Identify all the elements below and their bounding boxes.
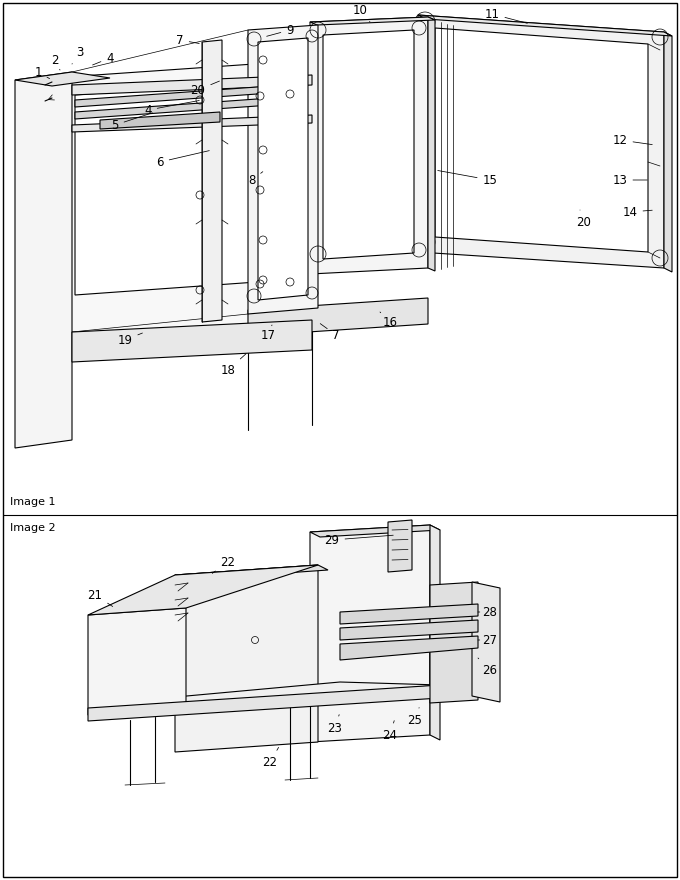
Polygon shape: [388, 520, 412, 572]
Polygon shape: [323, 30, 414, 259]
Polygon shape: [175, 565, 328, 580]
Text: 2: 2: [51, 54, 60, 70]
Polygon shape: [418, 15, 664, 268]
Text: 25: 25: [407, 708, 422, 727]
Polygon shape: [88, 565, 318, 615]
Text: 16: 16: [380, 312, 398, 328]
Polygon shape: [664, 32, 672, 272]
Polygon shape: [88, 682, 440, 708]
Text: Image 1: Image 1: [10, 497, 56, 507]
Text: 28: 28: [478, 605, 498, 619]
Polygon shape: [88, 685, 440, 721]
Text: 7: 7: [176, 33, 199, 47]
Text: 8: 8: [248, 172, 262, 187]
Text: 10: 10: [352, 4, 370, 22]
Text: 1: 1: [34, 65, 50, 78]
Polygon shape: [100, 112, 220, 129]
Text: 4: 4: [144, 100, 199, 116]
Text: 12: 12: [613, 134, 652, 146]
Text: 21: 21: [88, 589, 113, 606]
Text: 27: 27: [478, 634, 498, 647]
Polygon shape: [72, 75, 312, 95]
Text: 3: 3: [72, 46, 84, 64]
Text: 17: 17: [260, 325, 275, 341]
Text: 22: 22: [212, 555, 235, 574]
Polygon shape: [75, 97, 285, 119]
Text: 9: 9: [267, 24, 294, 36]
Polygon shape: [202, 40, 222, 322]
Polygon shape: [340, 636, 478, 660]
Text: 5: 5: [112, 113, 152, 131]
Polygon shape: [15, 72, 72, 448]
Text: 19: 19: [118, 333, 142, 347]
Polygon shape: [75, 85, 285, 107]
Polygon shape: [428, 17, 435, 271]
Text: 22: 22: [262, 747, 279, 768]
Polygon shape: [340, 620, 478, 640]
Text: 4: 4: [92, 52, 114, 65]
Text: 11: 11: [484, 8, 527, 23]
Text: 26: 26: [478, 658, 498, 677]
Polygon shape: [472, 582, 500, 702]
Text: 14: 14: [622, 206, 652, 218]
Polygon shape: [310, 17, 435, 25]
Text: Image 2: Image 2: [10, 523, 56, 533]
Polygon shape: [248, 25, 318, 314]
Polygon shape: [75, 80, 285, 295]
Polygon shape: [175, 565, 318, 752]
Text: 13: 13: [613, 173, 647, 187]
Text: 7: 7: [320, 324, 340, 341]
Text: 23: 23: [328, 715, 343, 735]
Polygon shape: [310, 17, 428, 274]
Text: 15: 15: [438, 171, 498, 187]
Polygon shape: [88, 608, 186, 715]
Polygon shape: [248, 298, 428, 336]
Polygon shape: [418, 15, 672, 36]
Polygon shape: [310, 525, 430, 742]
Polygon shape: [72, 320, 312, 362]
Polygon shape: [52, 60, 312, 350]
Polygon shape: [430, 525, 440, 740]
Polygon shape: [340, 604, 478, 624]
Text: 20: 20: [577, 210, 592, 229]
Text: 20: 20: [190, 81, 220, 97]
Text: 6: 6: [156, 150, 209, 168]
Text: 18: 18: [220, 354, 246, 377]
Polygon shape: [435, 28, 648, 252]
Polygon shape: [15, 72, 110, 86]
Polygon shape: [258, 38, 308, 300]
Text: 29: 29: [324, 533, 393, 546]
Polygon shape: [310, 525, 440, 537]
Polygon shape: [430, 582, 478, 703]
Polygon shape: [72, 115, 312, 132]
Text: 24: 24: [382, 721, 398, 742]
